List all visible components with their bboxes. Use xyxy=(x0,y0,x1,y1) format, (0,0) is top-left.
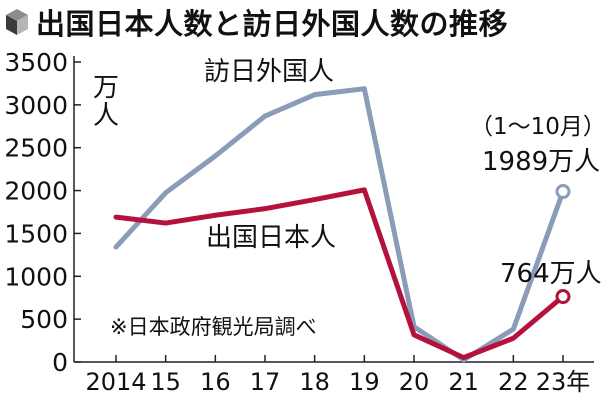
y-axis-unit-label: 人 xyxy=(93,101,119,131)
data-point xyxy=(555,289,571,305)
x-tick-label: 16 xyxy=(200,368,231,396)
y-tick-label: 500 xyxy=(20,305,68,334)
y-tick-label: 1000 xyxy=(4,262,68,291)
series-line-0 xyxy=(113,86,566,363)
cube-icon xyxy=(6,9,28,35)
x-tick-label: 22 xyxy=(498,368,529,396)
x-tick-label: 2014 xyxy=(85,368,146,396)
y-tick-label: 2000 xyxy=(4,177,68,206)
y-tick-label: 3000 xyxy=(4,91,68,120)
y-tick-label: 2500 xyxy=(4,134,68,163)
x-tick-label: 18 xyxy=(299,368,330,396)
series-label-inbound: 訪日外国人 xyxy=(204,57,334,87)
x-tick-label: 15 xyxy=(150,368,181,396)
y-tick-label: 3500 xyxy=(4,48,68,77)
y-tick-label: 1500 xyxy=(4,219,68,248)
x-tick-label: 23年 xyxy=(536,368,591,396)
title-row: 出国日本人数と訪日外国人数の推移 xyxy=(4,2,508,42)
x-tick-label: 21 xyxy=(448,368,479,396)
y-tick-label: 0 xyxy=(52,348,68,377)
x-tick-label: 17 xyxy=(250,368,281,396)
data-point xyxy=(555,184,571,200)
outbound-end-label: 764万人 xyxy=(500,259,602,289)
y-axis-unit-label: 万 xyxy=(93,73,119,103)
x-tick-label: 19 xyxy=(349,368,380,396)
source-note: ※日本政府観光局調べ xyxy=(110,315,317,339)
x-tick-label: 20 xyxy=(399,368,430,396)
chart-title: 出国日本人数と訪日外国人数の推移 xyxy=(36,7,509,41)
series-label-outbound: 出国日本人 xyxy=(206,223,336,253)
inbound-end-label: 1989万人 xyxy=(482,147,600,177)
series-line-1 xyxy=(113,187,566,361)
period-note: （1〜10月） xyxy=(470,114,606,140)
